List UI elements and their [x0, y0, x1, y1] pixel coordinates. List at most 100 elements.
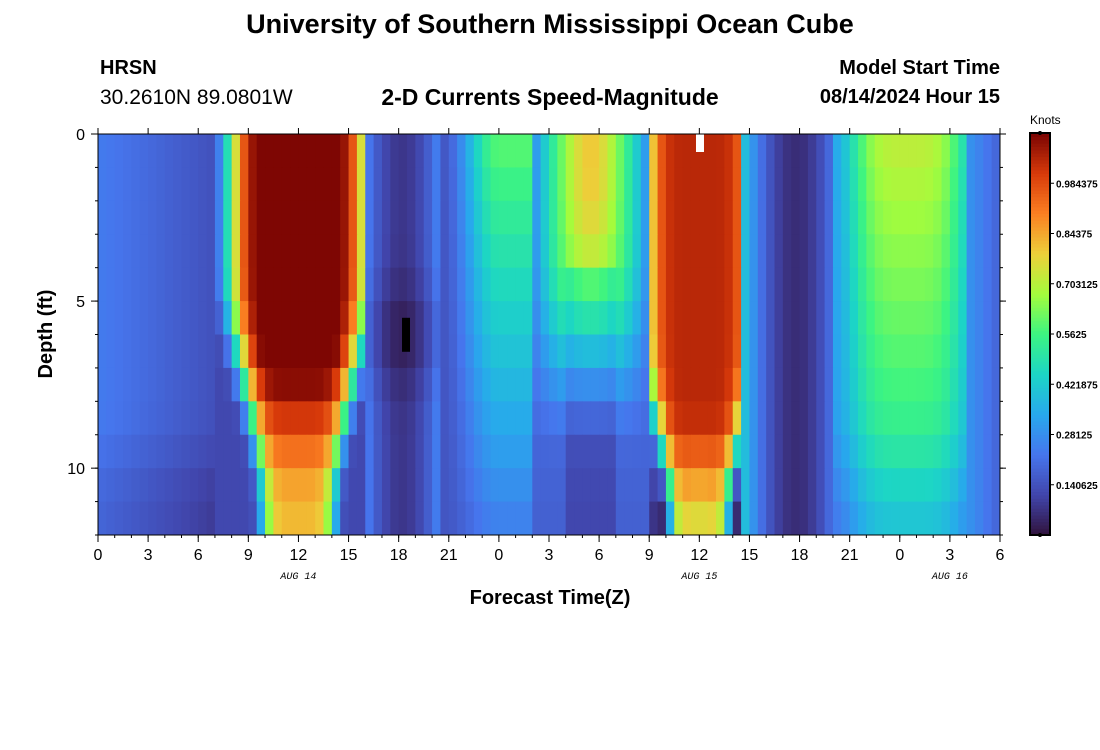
heatmap-cell — [98, 267, 107, 302]
heatmap-cell — [782, 200, 792, 235]
heatmap-cell — [473, 167, 483, 202]
heatmap-cell — [156, 200, 166, 235]
heatmap-cell — [632, 200, 642, 235]
heatmap-cells — [98, 134, 1001, 536]
heatmap-cell — [265, 401, 274, 436]
heatmap-cell — [214, 134, 224, 168]
heatmap-cell — [540, 301, 550, 335]
heatmap-cell — [899, 234, 909, 269]
heatmap-cell — [273, 200, 283, 235]
heatmap-cell — [523, 401, 533, 436]
heatmap-cell — [615, 167, 625, 202]
heatmap-cell — [883, 167, 892, 202]
heatmap-cell — [791, 367, 801, 402]
heatmap-cell — [381, 234, 391, 269]
heatmap-cell — [832, 367, 842, 402]
heatmap-cell — [624, 434, 634, 469]
heatmap-cell — [273, 301, 283, 335]
heatmap-cell — [916, 301, 926, 335]
heatmap-cell — [214, 367, 224, 402]
colorbar-segment — [1030, 504, 1050, 509]
heatmap-cell — [532, 468, 542, 503]
y-axis-label: Depth (ft) — [35, 290, 57, 379]
heatmap-cell — [574, 167, 583, 202]
heatmap-cell — [832, 134, 842, 168]
page-title: University of Southern Mississippi Ocean… — [246, 9, 854, 39]
heatmap-cell — [148, 134, 157, 168]
heatmap-cell — [707, 134, 717, 168]
heatmap-cell — [148, 468, 157, 503]
heatmap-cell — [983, 301, 993, 335]
heatmap-cell — [657, 501, 667, 536]
heatmap-cell — [123, 200, 132, 235]
x-tick-label: 9 — [645, 547, 654, 564]
heatmap-cell — [148, 167, 157, 202]
heatmap-cell — [515, 468, 525, 503]
heatmap-cell — [791, 468, 801, 503]
heatmap-cell — [582, 367, 592, 402]
heatmap-cell — [348, 401, 358, 436]
heatmap-cell — [574, 367, 583, 402]
heatmap-cell — [298, 334, 308, 369]
heatmap-cell — [757, 501, 767, 536]
heatmap-cell — [690, 167, 700, 202]
heatmap-cell — [858, 501, 867, 536]
heatmap-cell — [549, 501, 558, 536]
heatmap-cell — [716, 234, 725, 269]
colorbar-segment — [1030, 236, 1050, 241]
heatmap-cell — [223, 401, 233, 436]
heatmap-cell — [549, 234, 558, 269]
heatmap-cell — [306, 134, 316, 168]
heatmap-cell — [440, 167, 450, 202]
heatmap-cell — [908, 200, 917, 235]
heatmap-cell — [473, 267, 483, 302]
heatmap-cell — [306, 167, 316, 202]
heatmap-cell — [849, 334, 859, 369]
heatmap-cell — [816, 200, 826, 235]
heatmap-cell — [983, 334, 993, 369]
heatmap-cell — [565, 301, 575, 335]
heatmap-cell — [716, 167, 725, 202]
heatmap-cell — [123, 334, 132, 369]
x-tick-label: 9 — [244, 547, 253, 564]
heatmap-cell — [98, 434, 107, 469]
heatmap-cell — [766, 434, 775, 469]
heatmap-cell — [782, 301, 792, 335]
heatmap-cell — [824, 367, 834, 402]
heatmap-cell — [916, 234, 926, 269]
heatmap-cell — [390, 401, 400, 436]
heatmap-cell — [340, 267, 350, 302]
heatmap-cell — [883, 434, 892, 469]
colorbar-segment — [1030, 374, 1050, 379]
heatmap-cell — [774, 334, 784, 369]
heatmap-cell — [841, 167, 851, 202]
heatmap-cell — [590, 334, 600, 369]
heatmap-cell — [549, 401, 558, 436]
heatmap-cell — [933, 434, 943, 469]
heatmap-cell — [657, 468, 667, 503]
heatmap-cell — [674, 434, 684, 469]
heatmap-cell — [465, 234, 475, 269]
heatmap-cell — [490, 367, 500, 402]
heatmap-cell — [265, 501, 274, 536]
heatmap-cell — [239, 501, 249, 536]
heatmap-cell — [607, 267, 617, 302]
heatmap-cell — [749, 167, 759, 202]
heatmap-cell — [198, 301, 208, 335]
heatmap-cell — [690, 501, 700, 536]
heatmap-cell — [515, 234, 525, 269]
heatmap-cell — [532, 301, 542, 335]
heatmap-cell — [807, 301, 817, 335]
heatmap-cell — [432, 334, 441, 369]
heatmap-cell — [148, 367, 157, 402]
heatmap-cell — [181, 434, 191, 469]
heatmap-cell — [682, 334, 692, 369]
heatmap-cell — [139, 234, 149, 269]
heatmap-cell — [749, 334, 759, 369]
colorbar-segment — [1030, 273, 1050, 278]
heatmap-cell — [498, 468, 508, 503]
heatmap-cell — [415, 234, 425, 269]
heatmap-cell — [657, 434, 667, 469]
heatmap-cell — [390, 167, 400, 202]
heatmap-cell — [874, 134, 884, 168]
